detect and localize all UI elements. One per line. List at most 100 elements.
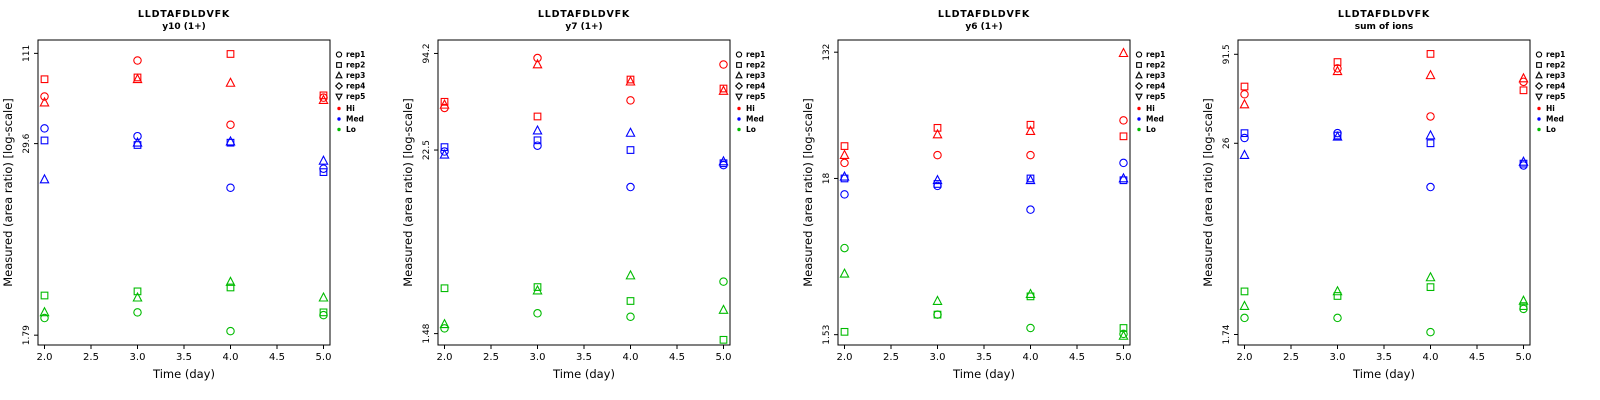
chart-panel-y7: LLDTAFDLDVFK y7 (1+) 2.0 2.5 3.0 3.5 4.0 4.5 5.0… bbox=[400, 0, 800, 400]
y-tick-label: 26 bbox=[1222, 137, 1232, 149]
legend-dot-hi bbox=[1537, 106, 1541, 111]
data-point-hi-rep2-day2 bbox=[1240, 82, 1249, 91]
data-point-med-rep1-day4 bbox=[1426, 182, 1435, 192]
data-point-lo-rep3-day5 bbox=[1118, 330, 1129, 340]
chart-svg: LLDTAFDLDVFK y6 (1+) 2.0 2.5 3.0 3.5 4.0 4.5 5.0… bbox=[801, 9, 1165, 381]
data-point-lo-rep1-day5 bbox=[719, 277, 728, 286]
legend-label-rep4: rep4 bbox=[1546, 82, 1565, 91]
x-tick-label: 3.5 bbox=[176, 352, 192, 363]
legend-dot-hi bbox=[1137, 106, 1141, 111]
x-tick-label: 3.5 bbox=[576, 352, 592, 363]
chart-panel-y10: LLDTAFDLDVFK y10 (1+) 2.0 2.5 3.0 3.5 4.0 4.5 5.… bbox=[0, 0, 400, 400]
legend-label-lo: Lo bbox=[1146, 125, 1156, 134]
legend-label-rep5: rep5 bbox=[346, 92, 365, 101]
legend-label-rep3: rep3 bbox=[346, 71, 365, 80]
data-point-hi-rep2-day5 bbox=[319, 91, 328, 100]
legend-label-rep1: rep1 bbox=[746, 50, 765, 59]
data-point-hi-rep2-day4 bbox=[1426, 50, 1435, 58]
data-point-lo-rep2-day5 bbox=[319, 308, 328, 317]
data-point-hi-rep2-day5 bbox=[1119, 132, 1128, 141]
data-point-med-rep1-day2 bbox=[440, 147, 449, 156]
legend-label-rep2: rep2 bbox=[346, 61, 365, 70]
data-point-hi-rep3-day3 bbox=[1332, 65, 1343, 76]
chart-subtitle: y7 (1+) bbox=[565, 22, 602, 32]
data-point-hi-rep2-day4 bbox=[226, 50, 235, 58]
data-point-lo-rep2-day4 bbox=[226, 283, 235, 292]
data-point-med-rep2-day4 bbox=[626, 146, 635, 154]
data-point-hi-rep3-day5 bbox=[318, 94, 329, 104]
plot-frame bbox=[837, 39, 1131, 346]
data-point-lo-rep3-day5 bbox=[718, 304, 729, 314]
marker-triangle-up bbox=[1135, 71, 1143, 79]
data-point-hi-rep3-day5 bbox=[718, 85, 729, 95]
x-tick-label: 5.0 bbox=[716, 352, 732, 363]
plot-frame bbox=[437, 39, 731, 346]
data-point-hi-rep1-day3 bbox=[933, 150, 942, 160]
x-tick-label: 2.5 bbox=[1283, 352, 1299, 363]
data-point-med-rep3-day2 bbox=[439, 148, 450, 159]
data-point-lo-rep1-day5 bbox=[1519, 304, 1528, 314]
data-point-lo-rep1-day3 bbox=[933, 310, 942, 319]
data-point-med-rep1-day3 bbox=[533, 141, 542, 150]
legend-label-hi: Hi bbox=[1146, 104, 1155, 113]
data-point-med-rep1-day2 bbox=[1240, 133, 1249, 143]
chart-panel-sum-of-ions: LLDTAFDLDVFK sum of ions 2.0 2.5 3.0 3.5 4.0 4.… bbox=[1200, 0, 1600, 400]
x-tick-label: 4.0 bbox=[623, 352, 639, 363]
data-point-lo-rep1-day4 bbox=[1026, 323, 1035, 333]
data-point-med-rep3-day5 bbox=[718, 155, 729, 166]
data-point-lo-rep1-day4 bbox=[626, 312, 635, 322]
legend-dot-lo bbox=[337, 127, 341, 132]
y-tick-label: 91.5 bbox=[1222, 44, 1232, 64]
data-point-med-rep1-day2 bbox=[840, 190, 849, 199]
x-tick-label: 5.0 bbox=[1116, 352, 1132, 363]
legend-label-lo: Lo bbox=[346, 125, 356, 134]
data-point-lo-rep2-day2 bbox=[840, 327, 849, 336]
data-point-hi-rep1-day4 bbox=[1026, 150, 1035, 160]
legend-label-rep4: rep4 bbox=[746, 82, 765, 91]
legend-label-rep3: rep3 bbox=[746, 71, 765, 80]
y-tick-label: 1.53 bbox=[822, 325, 832, 345]
data-point-hi-rep3-day4 bbox=[1425, 69, 1436, 80]
data-point-hi-rep2-day3 bbox=[533, 112, 542, 121]
legend-label-rep1: rep1 bbox=[346, 50, 365, 59]
legend-label-hi: Hi bbox=[746, 104, 755, 113]
data-point-hi-rep1-day4 bbox=[1426, 112, 1435, 121]
marker-square bbox=[736, 62, 742, 68]
x-axis-label: Time (day) bbox=[152, 367, 215, 381]
data-point-lo-rep1-day2 bbox=[440, 324, 449, 333]
data-point-hi-rep1-day2 bbox=[40, 92, 49, 101]
legend-label-rep2: rep2 bbox=[746, 61, 765, 70]
legend-label-rep4: rep4 bbox=[346, 82, 365, 91]
data-point-med-rep3-day2 bbox=[839, 170, 850, 181]
x-tick-label: 2.5 bbox=[83, 352, 99, 363]
data-point-lo-rep1-day4 bbox=[226, 326, 235, 336]
data-point-lo-rep3-day3 bbox=[1332, 285, 1343, 296]
marker-circle bbox=[1135, 51, 1143, 58]
data-point-med-rep3-day3 bbox=[132, 136, 143, 147]
legend-label-rep1: rep1 bbox=[1546, 50, 1565, 59]
data-point-hi-rep1-day2 bbox=[840, 158, 849, 168]
data-point-lo-rep3-day4 bbox=[1025, 288, 1036, 299]
data-point-med-rep3-day5 bbox=[318, 155, 329, 165]
chart-title: LLDTAFDLDVFK bbox=[1338, 9, 1430, 20]
marker-diamond bbox=[334, 81, 344, 91]
legend-label-lo: Lo bbox=[746, 125, 756, 134]
data-point-hi-rep1-day4 bbox=[626, 96, 635, 105]
data-point-lo-rep2-day3 bbox=[1333, 292, 1342, 300]
data-point-lo-rep2-day5 bbox=[719, 335, 728, 344]
y-axis-label: Measured (area ratio) [log-scale] bbox=[1201, 98, 1215, 287]
data-point-hi-rep2-day3 bbox=[933, 123, 942, 132]
marker-circle bbox=[1535, 51, 1543, 58]
data-point-hi-rep3-day2 bbox=[1239, 98, 1250, 109]
legend-dot-lo bbox=[1137, 127, 1141, 132]
data-point-hi-rep2-day2 bbox=[40, 75, 49, 84]
marker-diamond bbox=[1534, 81, 1544, 91]
data-point-med-rep3-day3 bbox=[932, 174, 943, 185]
x-tick-label: 2.5 bbox=[483, 352, 499, 363]
data-point-med-rep3-day2 bbox=[39, 173, 50, 184]
y-tick-label: 94.2 bbox=[422, 43, 432, 63]
plot-frame bbox=[1237, 39, 1531, 346]
data-point-hi-rep3-day4 bbox=[225, 77, 236, 87]
data-point-lo-rep3-day2 bbox=[839, 267, 850, 278]
marker-circle bbox=[735, 51, 743, 58]
